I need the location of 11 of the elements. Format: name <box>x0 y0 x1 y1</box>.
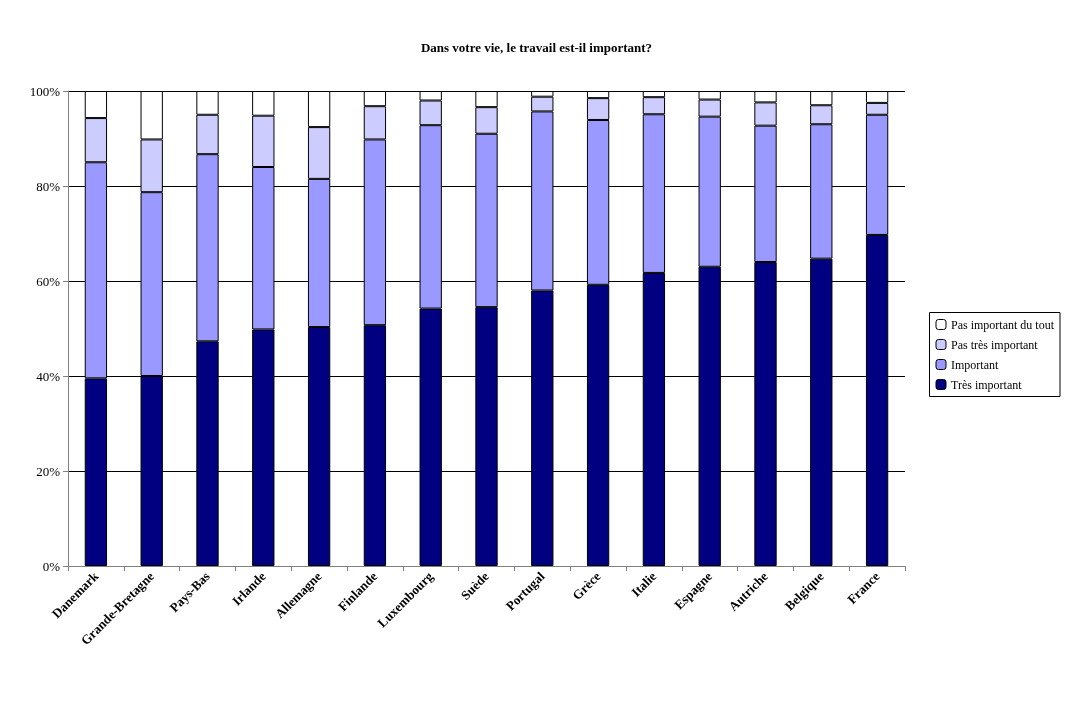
y-tick-label: 60% <box>36 273 61 289</box>
legend-label: Pas très important <box>951 337 1039 352</box>
chart-title: Dans votre vie, le travail est-il important? <box>420 40 653 55</box>
y-tick-label: 100% <box>29 83 61 99</box>
y-tick-label: 40% <box>36 368 61 384</box>
y-tick-label: 80% <box>36 178 61 194</box>
legend-label: Pas important du tout <box>951 317 1055 332</box>
y-tick-label: 20% <box>36 463 61 479</box>
legend-label: Très important <box>951 377 1023 392</box>
legend-label: Important <box>951 357 999 372</box>
y-tick-label: 0% <box>42 558 61 574</box>
